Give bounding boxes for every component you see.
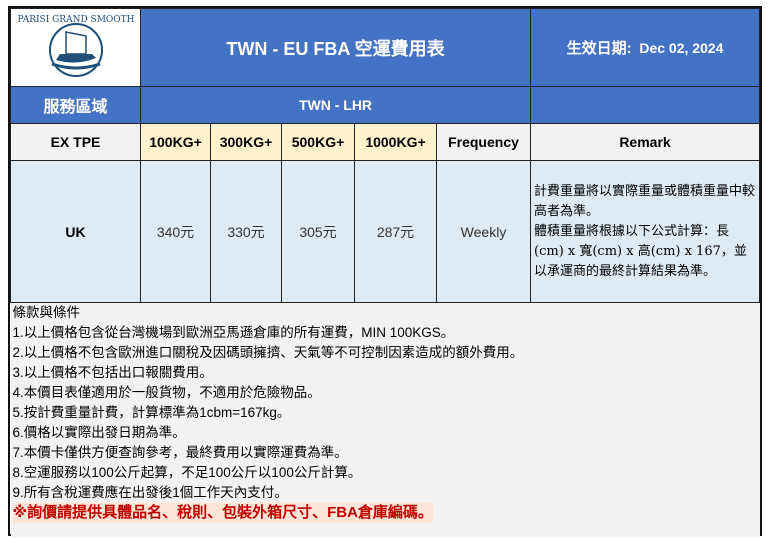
region-label: 服務區域 bbox=[10, 86, 141, 124]
svg-text:PARISI GRAND SMOOTH: PARISI GRAND SMOOTH bbox=[17, 15, 134, 25]
weight-header: 100KG+ bbox=[140, 123, 211, 161]
terms-title: 條款與條件 bbox=[12, 305, 81, 320]
frequency-header: Frequency bbox=[435, 123, 532, 161]
term-item: 1.以上價格包含從台灣機場到歐洲亞馬遜倉庫的所有運費，MIN 100KGS。 bbox=[12, 325, 455, 340]
weight-header: 300KG+ bbox=[210, 123, 282, 161]
route: TWN - LHR bbox=[139, 86, 532, 124]
ship-logo-icon: PARISI GRAND SMOOTH bbox=[17, 15, 134, 77]
term-item: 2.以上價格不包含歐洲進口關稅及因碼頭擁擠、天氣等不可控制因素造成的額外費用。 bbox=[12, 345, 524, 360]
price: 287元 bbox=[354, 160, 437, 303]
remark: 計費重量將以實際重量或體積重量中較高者為準。 體積重量將根據以下公式計算：長(cm… bbox=[530, 160, 760, 303]
inquiry-note: ※詢價請提供具體品名、稅則、包裝外箱尺寸、FBA倉庫編碼。 bbox=[12, 503, 433, 523]
table-row: UK 340元 330元 305元 287元 Weekly 計費重量將以實際重量… bbox=[10, 160, 760, 303]
weight-header: 500KG+ bbox=[281, 123, 355, 161]
price: 305元 bbox=[281, 160, 355, 303]
page-title: TWN - EU FBA 空運費用表 bbox=[139, 8, 532, 87]
logo: PARISI GRAND SMOOTH bbox=[10, 8, 141, 87]
term-item: 4.本價目表僅適用於一般貨物，不適用於危險物品。 bbox=[12, 385, 321, 400]
term-item: 6.價格以實際出發日期為準。 bbox=[12, 425, 186, 440]
price: 330元 bbox=[210, 160, 282, 303]
frequency: Weekly bbox=[435, 160, 532, 303]
term-item: 3.以上價格不包括出口報關費用。 bbox=[12, 365, 213, 380]
term-item: 5.按計費重量計費，計算標準為1cbm=167kg。 bbox=[12, 405, 291, 420]
term-item: 9.所有含稅運費應在出發後1個工作天內支付。 bbox=[12, 485, 288, 500]
region: UK bbox=[10, 160, 141, 303]
effective-date: 生效日期: Dec 02, 2024 bbox=[530, 8, 760, 87]
term-item: 7.本價卡僅供方便查詢參考，最終費用以實際運費為準。 bbox=[12, 445, 348, 460]
weight-header: 1000KG+ bbox=[354, 123, 437, 161]
remark-header: Remark bbox=[530, 123, 760, 161]
price: 340元 bbox=[140, 160, 211, 303]
term-item: 8.空運服務以100公斤起算，不足100公斤以100公斤計算。 bbox=[12, 465, 362, 480]
origin-header: EX TPE bbox=[10, 123, 141, 161]
terms-section: 條款與條件 1.以上價格包含從台灣機場到歐洲亞馬遜倉庫的所有運費，MIN 100… bbox=[10, 303, 760, 537]
route-blank bbox=[530, 86, 760, 124]
rate-sheet: PARISI GRAND SMOOTH TWN - EU FBA 空運費用表 生… bbox=[8, 6, 762, 537]
